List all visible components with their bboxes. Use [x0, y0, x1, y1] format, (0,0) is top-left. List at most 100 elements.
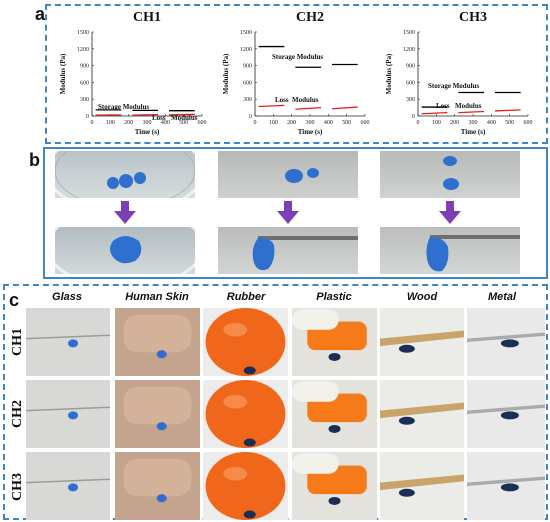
x-tick-label: 600	[361, 120, 370, 126]
gel-droplet	[243, 510, 256, 519]
column-label-metal: Metal	[487, 291, 517, 303]
lifted-gel	[426, 237, 449, 272]
gel-piece	[107, 177, 119, 189]
adhesion-photo-metal-ch1	[467, 308, 545, 376]
y-tick-label: 600	[406, 80, 415, 86]
y-tick-label: 1200	[77, 47, 89, 53]
adhesion-photo-metal-ch3	[467, 452, 545, 520]
adhesion-photo-wood-ch3	[380, 452, 464, 520]
adhesion-photo-plastic-ch3	[292, 452, 377, 520]
column-label-human-skin: Human Skin	[125, 291, 189, 303]
gel-droplet	[68, 339, 79, 348]
annotation-storage-modulus: Storage Modulus	[428, 82, 479, 90]
panel-c-letter: c	[9, 290, 20, 310]
x-tick-label: 200	[287, 120, 296, 126]
column-label-glass: Glass	[52, 291, 82, 303]
y-tick-label: 0	[412, 114, 415, 120]
annotation-loss: Loss	[275, 96, 289, 104]
y-tick-label: 300	[80, 97, 89, 103]
gel-droplet	[68, 483, 79, 492]
y-tick-label: 1500	[240, 30, 252, 36]
x-tick-label: 300	[143, 120, 152, 126]
x-tick-label: 400	[161, 120, 170, 126]
gel-droplet	[500, 483, 519, 492]
loss-modulus-segment	[331, 106, 358, 110]
y-tick-label: 1200	[403, 47, 415, 53]
gel-droplet	[243, 438, 256, 447]
panel-a-letter: a	[35, 4, 46, 24]
gel-droplet	[156, 494, 167, 503]
loss-modulus-segment	[168, 113, 195, 116]
gel-piece	[307, 168, 319, 178]
row-label-ch3: CH3	[10, 473, 25, 501]
loss-modulus-segment	[258, 104, 285, 108]
annotation-modulus: Modulus	[171, 114, 198, 122]
chart-ch2: CH2 0 300 600 900 1200 1500 0 100 200 300 400 500 600…	[222, 10, 370, 136]
loss-modulus-segment	[132, 113, 159, 116]
adhesion-photo-human-skin-ch1	[115, 308, 200, 376]
loss-modulus-segment	[421, 111, 448, 115]
annotation-loss: Loss	[436, 102, 450, 110]
adhesion-photo-rubber-ch1	[203, 308, 288, 376]
x-tick-label: 500	[179, 120, 188, 126]
annotation-modulus: Modulus	[292, 96, 319, 104]
gel-droplet	[328, 424, 341, 433]
panel-a-frame	[45, 4, 548, 144]
annotation-loss: Loss	[152, 114, 166, 122]
gel-droplet	[328, 352, 341, 361]
y-tick-label: 0	[249, 114, 252, 120]
x-axis-label: Time (s)	[135, 128, 160, 136]
gel-droplet	[500, 411, 519, 420]
y-tick-label: 900	[80, 64, 89, 70]
y-tick-label: 1500	[403, 30, 415, 36]
adhesion-photo-rubber-ch3	[203, 452, 288, 520]
photo-gel-before-3	[380, 151, 520, 198]
chart-title: CH1	[133, 10, 161, 25]
row-label-ch1: CH1	[10, 328, 25, 356]
x-tick-label: 300	[306, 120, 315, 126]
x-tick-label: 600	[198, 120, 207, 126]
gel-droplet	[398, 488, 415, 497]
y-axis-label: Modulus (Pa)	[222, 53, 230, 94]
gel-piece	[285, 169, 303, 183]
loss-modulus-segment	[494, 109, 521, 112]
x-tick-label: 400	[487, 120, 496, 126]
y-tick-label: 300	[243, 97, 252, 103]
loss-modulus-segment	[295, 106, 322, 110]
y-tick-label: 300	[406, 97, 415, 103]
x-tick-label: 0	[254, 120, 257, 126]
y-axis-label: Modulus (Pa)	[385, 53, 393, 94]
x-tick-label: 500	[342, 120, 351, 126]
y-tick-label: 1200	[240, 47, 252, 53]
chart-ch1: CH1 0 300 600 900 1200 1500 0 100 200 300 400 500 600…	[59, 10, 207, 136]
x-tick-label: 300	[469, 120, 478, 126]
lifted-gel	[252, 237, 275, 271]
column-label-rubber: Rubber	[226, 291, 266, 303]
merged-gel	[110, 236, 142, 264]
adhesion-photo-human-skin-ch3	[115, 452, 200, 520]
gel-droplet	[398, 416, 415, 425]
photo-gel-before-2	[218, 151, 358, 198]
x-tick-label: 0	[417, 120, 420, 126]
gel-droplet	[68, 411, 79, 420]
gel-droplet	[398, 344, 415, 353]
gel-droplet	[243, 366, 256, 375]
x-tick-label: 600	[524, 120, 533, 126]
photo-gel-lifted-2	[218, 227, 358, 274]
photo-gel-lifted-3	[380, 227, 520, 274]
arrow-down-icon	[114, 201, 136, 224]
gel-piece	[443, 156, 457, 166]
y-tick-label: 0	[86, 114, 89, 120]
adhesion-photo-wood-ch2	[380, 380, 464, 448]
gel-piece	[443, 178, 459, 190]
annotation-storage-modulus: Storage Modulus	[272, 53, 323, 61]
adhesion-photo-human-skin-ch2	[115, 380, 200, 448]
x-axis-label: Time (s)	[461, 128, 486, 136]
column-label-wood: Wood	[406, 291, 438, 303]
x-tick-label: 100	[106, 120, 115, 126]
column-label-plastic: Plastic	[316, 291, 352, 303]
adhesion-photo-rubber-ch2	[203, 380, 288, 448]
arrow-down-icon	[277, 201, 299, 224]
gel-piece	[119, 174, 133, 188]
tweezers	[258, 236, 358, 240]
